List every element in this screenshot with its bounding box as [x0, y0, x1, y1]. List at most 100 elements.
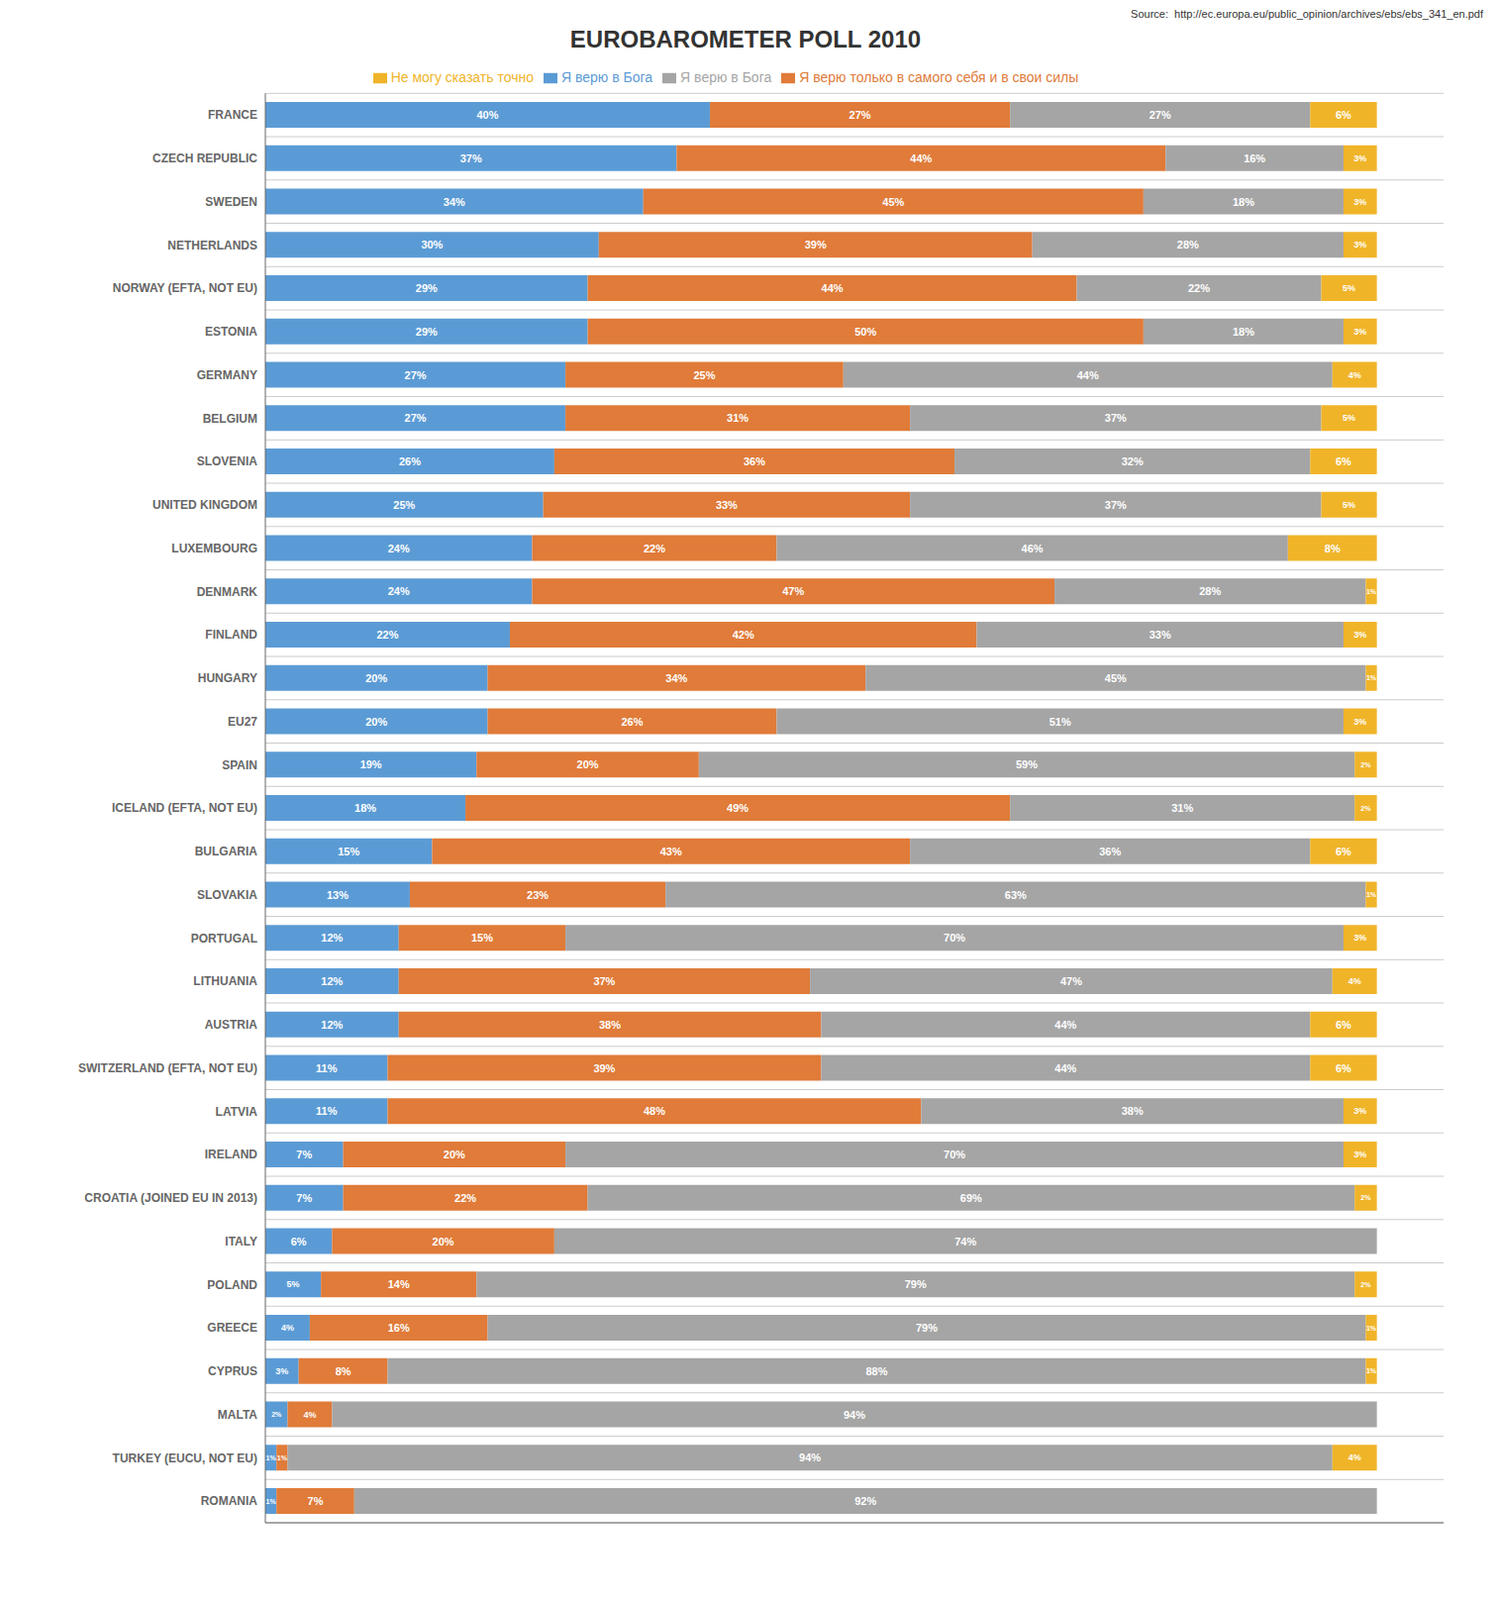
svg-text:26%: 26%: [399, 455, 421, 468]
svg-text:20%: 20%: [432, 1235, 455, 1248]
svg-text:POLAND: POLAND: [206, 1278, 258, 1293]
svg-text:4%: 4%: [302, 1409, 316, 1420]
svg-text:31%: 31%: [726, 411, 749, 424]
svg-text:3%: 3%: [1353, 629, 1367, 640]
svg-text:79%: 79%: [915, 1321, 938, 1334]
svg-text:44%: 44%: [1054, 1018, 1077, 1031]
svg-text:50%: 50%: [854, 325, 877, 338]
svg-text:1%: 1%: [1366, 1324, 1378, 1332]
svg-text:34%: 34%: [665, 672, 688, 685]
svg-text:8%: 8%: [335, 1365, 352, 1378]
svg-text:2%: 2%: [1360, 804, 1372, 812]
svg-text:2%: 2%: [271, 1410, 283, 1418]
svg-text:SWITZERLAND (EFTA, NOT EU): SWITZERLAND (EFTA, NOT EU): [78, 1061, 258, 1076]
svg-text:27%: 27%: [404, 411, 427, 424]
svg-text:8%: 8%: [1324, 542, 1341, 555]
svg-text:24%: 24%: [388, 542, 410, 555]
svg-text:74%: 74%: [954, 1235, 977, 1248]
svg-text:36%: 36%: [743, 455, 766, 468]
svg-text:7%: 7%: [307, 1495, 324, 1507]
svg-text:SWEDEN: SWEDEN: [204, 195, 258, 209]
svg-text:31%: 31%: [1171, 801, 1194, 814]
svg-text:39%: 39%: [804, 238, 827, 251]
svg-text:22%: 22%: [643, 542, 666, 555]
svg-text:1%: 1%: [1366, 891, 1378, 899]
svg-text:MALTA: MALTA: [217, 1407, 259, 1422]
svg-text:3%: 3%: [1353, 197, 1367, 207]
svg-text:3%: 3%: [1353, 1149, 1367, 1160]
svg-text:51%: 51%: [1049, 715, 1072, 728]
svg-text:ESTONIA: ESTONIA: [204, 324, 258, 339]
svg-text:24%: 24%: [388, 585, 410, 598]
svg-text:44%: 44%: [1054, 1062, 1077, 1075]
svg-text:GERMANY: GERMANY: [197, 368, 258, 383]
svg-text:5%: 5%: [1342, 412, 1356, 423]
svg-text:3%: 3%: [1353, 153, 1367, 164]
svg-text:6%: 6%: [1335, 1062, 1352, 1075]
svg-text:TURKEY (EUCU, NOT EU): TURKEY (EUCU, NOT EU): [112, 1451, 258, 1466]
svg-text:SLOVENIA: SLOVENIA: [197, 454, 259, 469]
svg-text:4%: 4%: [281, 1322, 295, 1333]
svg-text:14%: 14%: [388, 1278, 410, 1291]
svg-text:2%: 2%: [1360, 1194, 1372, 1201]
svg-text:19%: 19%: [360, 758, 383, 771]
svg-text:42%: 42%: [732, 628, 755, 641]
svg-text:6%: 6%: [1335, 1018, 1352, 1031]
svg-text:33%: 33%: [715, 499, 738, 511]
svg-text:27%: 27%: [404, 369, 427, 382]
svg-text:22%: 22%: [1188, 282, 1210, 295]
svg-text:6%: 6%: [1335, 108, 1352, 121]
svg-text:BELGIUM: BELGIUM: [202, 411, 258, 426]
svg-text:1%: 1%: [1366, 588, 1378, 596]
svg-text:2%: 2%: [1360, 1281, 1372, 1289]
svg-text:4%: 4%: [1348, 976, 1362, 987]
svg-text:GREECE: GREECE: [206, 1320, 258, 1335]
svg-text:37%: 37%: [460, 152, 483, 165]
svg-text:FINLAND: FINLAND: [204, 627, 258, 642]
svg-text:3%: 3%: [1353, 932, 1367, 943]
svg-text:39%: 39%: [593, 1062, 615, 1075]
svg-text:23%: 23%: [526, 889, 549, 901]
svg-text:27%: 27%: [849, 108, 872, 121]
svg-text:18%: 18%: [1232, 325, 1255, 338]
svg-text:34%: 34%: [443, 196, 466, 208]
svg-text:5%: 5%: [1342, 499, 1356, 510]
svg-text:12%: 12%: [320, 931, 343, 944]
svg-text:15%: 15%: [337, 845, 360, 858]
svg-text:3%: 3%: [1353, 1105, 1367, 1116]
svg-text:PORTUGAL: PORTUGAL: [191, 931, 258, 946]
svg-text:4%: 4%: [1348, 1452, 1362, 1463]
svg-text:20%: 20%: [443, 1148, 466, 1161]
svg-text:7%: 7%: [296, 1148, 312, 1161]
svg-text:CYPRUS: CYPRUS: [207, 1364, 258, 1379]
svg-text:EU27: EU27: [227, 714, 258, 729]
svg-text:3%: 3%: [275, 1366, 289, 1377]
svg-text:IRELAND: IRELAND: [204, 1147, 259, 1162]
svg-text:16%: 16%: [388, 1321, 410, 1334]
svg-text:ITALY: ITALY: [224, 1234, 258, 1249]
svg-text:11%: 11%: [315, 1104, 338, 1117]
svg-text:47%: 47%: [1060, 975, 1083, 988]
svg-text:LATVIA: LATVIA: [215, 1104, 259, 1119]
svg-text:CROATIA (JOINED EU IN 2013): CROATIA (JOINED EU IN 2013): [84, 1191, 258, 1205]
svg-text:32%: 32%: [1121, 455, 1144, 468]
svg-text:18%: 18%: [354, 801, 377, 814]
svg-text:45%: 45%: [882, 196, 904, 208]
svg-text:1%: 1%: [266, 1498, 278, 1505]
svg-text:6%: 6%: [1335, 455, 1352, 468]
svg-text:33%: 33%: [1149, 628, 1172, 641]
svg-text:37%: 37%: [1104, 411, 1127, 424]
svg-text:CZECH REPUBLIC: CZECH REPUBLIC: [152, 151, 258, 166]
svg-text:49%: 49%: [726, 801, 749, 814]
svg-text:28%: 28%: [1177, 238, 1200, 251]
svg-text:45%: 45%: [1104, 672, 1127, 685]
svg-text:3%: 3%: [1353, 716, 1367, 727]
svg-text:1%: 1%: [1366, 674, 1378, 682]
svg-text:13%: 13%: [326, 889, 349, 901]
svg-text:18%: 18%: [1232, 196, 1255, 208]
svg-text:FRANCE: FRANCE: [207, 107, 258, 122]
svg-text:20%: 20%: [365, 672, 388, 685]
svg-text:37%: 37%: [593, 975, 615, 988]
svg-text:6%: 6%: [291, 1235, 307, 1248]
svg-text:SPAIN: SPAIN: [221, 758, 258, 773]
